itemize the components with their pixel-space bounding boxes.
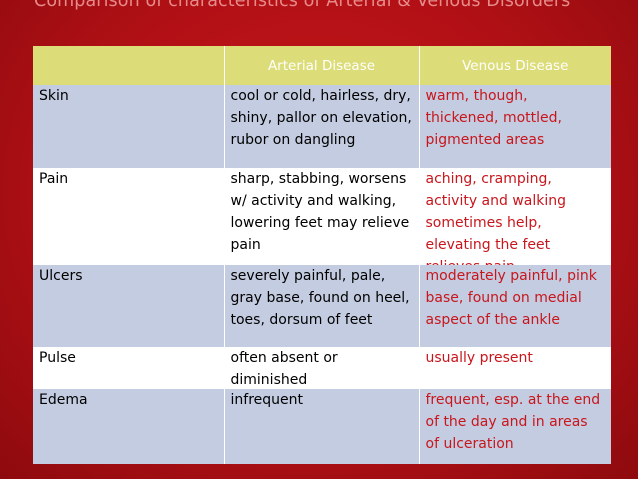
arterial-cell: cool or cold, hairless, dry, shiny, pall… <box>223 85 419 168</box>
arterial-cell-text: severely painful, pale, gray base, found… <box>230 268 410 328</box>
arterial-cell: often absent or diminished <box>223 347 419 389</box>
row-label: Edema <box>33 389 224 464</box>
arterial-cell-text: infrequent <box>230 392 304 408</box>
row-label: Pulse <box>33 347 224 389</box>
arterial-cell: severely painful, pale, gray base, found… <box>223 265 419 347</box>
table-row-pain: Pain sharp, stabbing, worsens w/ activit… <box>33 168 611 265</box>
venous-cell-text: moderately painful, pink base, found on … <box>425 268 597 328</box>
header-venous-disease: Venous Disease <box>418 46 611 85</box>
venous-cell-text: aching, cramping, activity and walking s… <box>425 171 567 265</box>
header-arterial-disease: Arterial Disease <box>223 46 419 85</box>
header-label-column <box>33 46 224 85</box>
slide-title: Comparison of characteristics of Arteria… <box>34 0 571 11</box>
venous-cell: warm, though, thickened, mottled, pigmen… <box>418 85 611 168</box>
comparison-table: Arterial Disease Venous Disease Skin coo… <box>33 46 611 464</box>
venous-cell: moderately painful, pink base, found on … <box>418 265 611 347</box>
arterial-cell-text: sharp, stabbing, worsens w/ activity and… <box>230 171 410 253</box>
table-row-ulcers: Ulcers severely painful, pale, gray base… <box>33 265 611 347</box>
table-header-row: Arterial Disease Venous Disease <box>33 46 611 85</box>
row-label-text: Ulcers <box>39 268 83 284</box>
venous-cell-text: warm, though, thickened, mottled, pigmen… <box>425 88 562 148</box>
arterial-cell: infrequent <box>223 389 419 464</box>
arterial-cell-text: cool or cold, hairless, dry, shiny, pall… <box>230 88 412 148</box>
venous-cell: usually present <box>418 347 611 389</box>
venous-cell: frequent, esp. at the end of the day and… <box>418 389 611 464</box>
venous-cell: aching, cramping, activity and walking s… <box>418 168 611 265</box>
arterial-cell: sharp, stabbing, worsens w/ activity and… <box>223 168 419 265</box>
row-label: Ulcers <box>33 265 224 347</box>
comparison-table-container: Arterial Disease Venous Disease Skin coo… <box>33 46 611 464</box>
row-label-text: Pain <box>39 171 69 187</box>
row-label: Pain <box>33 168 224 265</box>
table-row-edema: Edema infrequent frequent, esp. at the e… <box>33 389 611 464</box>
row-label-text: Skin <box>39 88 69 104</box>
row-label-text: Edema <box>39 392 88 408</box>
arterial-cell-text: often absent or diminished <box>230 350 338 388</box>
table-row-pulse: Pulse often absent or diminished usually… <box>33 347 611 389</box>
table-row-skin: Skin cool or cold, hairless, dry, shiny,… <box>33 85 611 168</box>
venous-cell-text: frequent, esp. at the end of the day and… <box>425 392 601 452</box>
row-label: Skin <box>33 85 224 168</box>
row-label-text: Pulse <box>39 350 76 366</box>
venous-cell-text: usually present <box>425 350 533 366</box>
